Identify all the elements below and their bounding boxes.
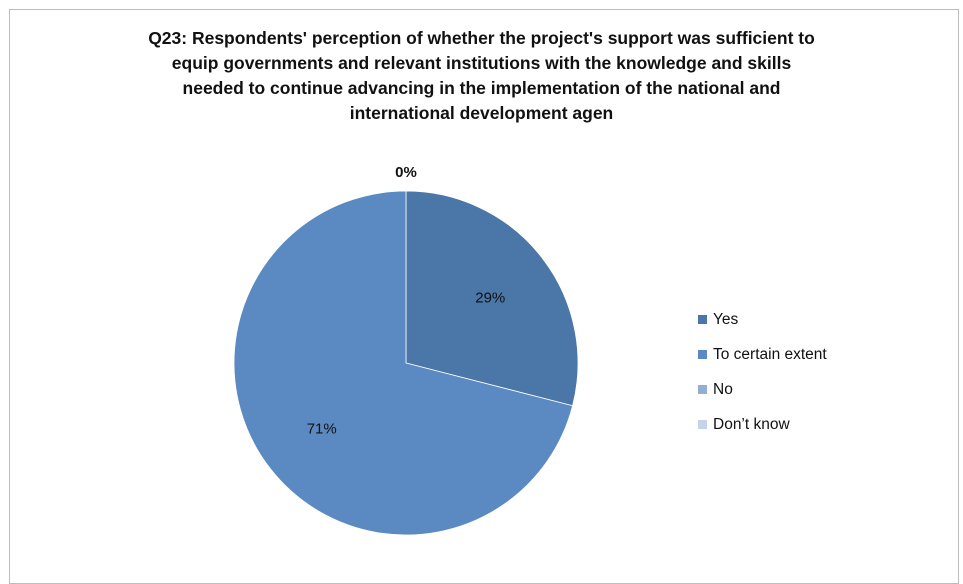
legend-swatch-to-certain-extent [698, 350, 707, 359]
legend-swatch-yes [698, 315, 707, 324]
legend-label-no: No [713, 380, 733, 398]
legend-item-yes: Yes [698, 302, 827, 337]
data-label-no: 0% [395, 164, 417, 181]
pie-slice-yes [405, 190, 579, 407]
legend-item-dont-know: Don’t know [698, 407, 827, 442]
chart-title-line-2: equip governments and relevant instituti… [171, 53, 792, 73]
data-label-to-certain-extent: 71% [307, 420, 337, 437]
legend-label-to-certain-extent: To certain extent [713, 345, 827, 363]
legend-item-to-certain-extent: To certain extent [698, 337, 827, 372]
data-label-yes: 29% [475, 290, 505, 307]
chart-legend: Yes To certain extent No Don’t know [698, 302, 827, 442]
chart-title-line-1: Q23: Respondents' perception of whether … [148, 28, 815, 48]
legend-label-yes: Yes [713, 310, 739, 328]
pie-slice-to-certain-extent [233, 190, 574, 536]
chart-title-line-3: needed to continue advancing in the impl… [182, 78, 781, 98]
legend-swatch-dont-know [698, 420, 707, 429]
legend-item-no: No [698, 372, 827, 407]
legend-swatch-no [698, 385, 707, 394]
chart-title: Q23: Respondents' perception of whether … [0, 26, 963, 126]
legend-label-dont-know: Don’t know [713, 415, 790, 433]
chart-title-line-4: international development agen [349, 103, 614, 123]
